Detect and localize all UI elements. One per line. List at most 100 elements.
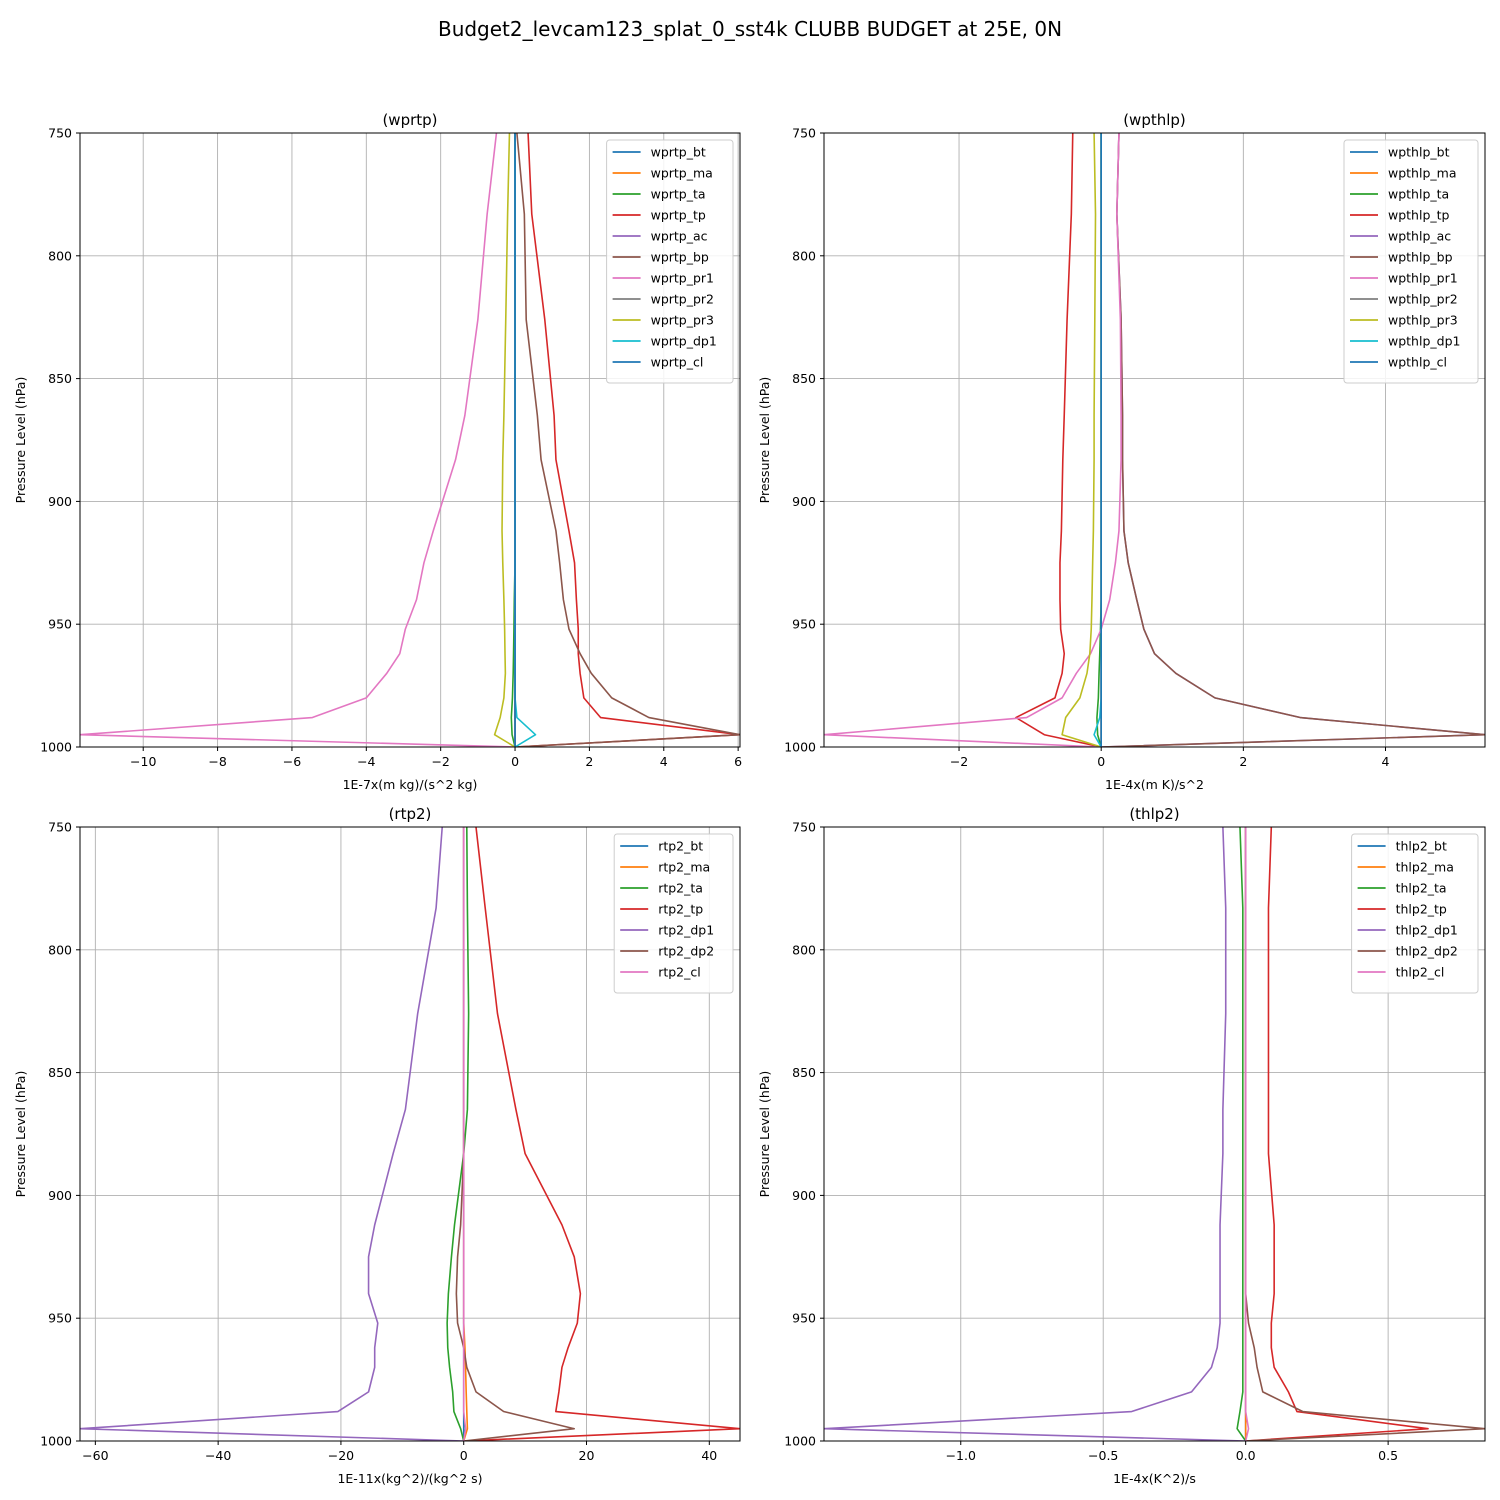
- chart-1-ytick-label: 750: [792, 126, 816, 141]
- chart-1-xtick-label: 2: [1239, 754, 1247, 769]
- chart-2-xtick-label: −40: [205, 1448, 231, 1463]
- chart-0-ytick-label: 1000: [40, 740, 72, 755]
- chart-2-xtick-label: 20: [579, 1448, 595, 1463]
- chart-3-xtick-label: −1.0: [946, 1448, 976, 1463]
- panel-thlp2: −1.0 −0.5 0.0 0.5 750 800 850 900 950 1000 (thlp2)…: [757, 805, 1486, 1486]
- legend-entry-wprtp-dp1: wprtp_dp1: [651, 334, 717, 349]
- panel-rtp2: −60 −40 −20 0 20 40 750 800 850 900 950 1000 (rtp2) 1…: [13, 805, 741, 1486]
- chart-1-ytick-label: 800: [792, 248, 816, 263]
- legend-entry-rtp2-tp: rtp2_tp: [658, 902, 703, 917]
- chart-3-ytick-label: 750: [792, 820, 816, 835]
- legend-entry-thlp2-bt: thlp2_bt: [1396, 839, 1447, 854]
- chart-1-ytick-label: 850: [792, 371, 816, 386]
- legend-entry-wprtp-bt: wprtp_bt: [651, 145, 706, 160]
- chart-3-ytick-label: 950: [792, 1311, 816, 1326]
- series-line-thlp2-cl: [1244, 827, 1250, 1441]
- series-line-rtp2-dp1: [80, 827, 464, 1441]
- chart-0-xtick-label: 4: [660, 754, 668, 769]
- legend-entry-wpthlp-ma: wpthlp_ma: [1388, 166, 1456, 181]
- chart-0-xtick-label: −8: [208, 754, 226, 769]
- chart-0-xtick-label: −4: [357, 754, 375, 769]
- chart-0-frame: [79, 132, 741, 748]
- legend-entry-wprtp-cl: wprtp_cl: [651, 355, 704, 370]
- chart-3-ytick-label: 1000: [784, 1434, 816, 1449]
- chart-2-ytick-label: 900: [48, 1188, 72, 1203]
- chart-1-ylabel: Pressure Level (hPa): [757, 377, 772, 504]
- legend-entry-thlp2-cl: thlp2_cl: [1396, 965, 1445, 980]
- chart-2-xtick-label: 40: [701, 1448, 717, 1463]
- series-line-thlp2-dp1: [824, 827, 1246, 1441]
- chart-2-ytick-label: 750: [48, 820, 72, 835]
- chart-2-xtick-label: −60: [82, 1448, 108, 1463]
- legend-entry-rtp2-bt: rtp2_bt: [658, 839, 703, 854]
- legend-entry-wpthlp-bp: wpthlp_bp: [1388, 250, 1453, 265]
- chart-3-frame: [823, 826, 1486, 1442]
- legend-entry-wprtp-ac: wprtp_ac: [651, 229, 708, 244]
- series-line-thlp2-tp: [1245, 827, 1429, 1441]
- legend-entry-wpthlp-pr3: wpthlp_pr3: [1388, 313, 1458, 328]
- chart-2-frame: [79, 826, 741, 1442]
- chart-1-title: (wpthlp): [1123, 111, 1186, 129]
- chart-0-xtick-label: −2: [431, 754, 449, 769]
- legend-entry-rtp2-cl: rtp2_cl: [658, 965, 701, 980]
- legend-entry-wpthlp-cl: wpthlp_cl: [1388, 355, 1447, 370]
- chart-0-legend: wprtp_bt wprtp_ma wprtp_ta wprtp_tp wprtp_ac…: [606, 139, 734, 384]
- chart-1-ytick-label: 950: [792, 617, 816, 632]
- legend-entry-wprtp-pr2: wprtp_pr2: [651, 292, 714, 307]
- chart-0-xtick-label: 0: [511, 754, 519, 769]
- series-line-wpthlp-pr1: [824, 133, 1122, 747]
- chart-2-xtick-label: −20: [328, 1448, 354, 1463]
- legend-entry-wpthlp-pr2: wpthlp_pr2: [1388, 292, 1458, 307]
- chart-3-ytick-label: 850: [792, 1065, 816, 1080]
- legend-entry-wpthlp-tp: wpthlp_tp: [1388, 208, 1450, 223]
- chart-0-xtick-label: 2: [585, 754, 593, 769]
- series-line-rtp2-ta: [446, 827, 470, 1441]
- series-line-wprtp-pr1: [80, 133, 516, 747]
- chart-2-xlabel: 1E-11x(kg^2)/(kg^2 s): [337, 1471, 482, 1486]
- legend-entry-thlp2-ma: thlp2_ma: [1396, 860, 1454, 875]
- legend-entry-wprtp-tp: wprtp_tp: [651, 208, 706, 223]
- chart-0-legend-box: [606, 139, 734, 384]
- chart-0-xlabel: 1E-7x(m kg)/(s^2 kg): [343, 777, 478, 792]
- series-line-wprtp-bp: [514, 133, 740, 747]
- chart-1-series: [824, 133, 1485, 747]
- chart-3-legend-box: [1351, 833, 1479, 994]
- chart-1-ytick-label: 900: [792, 494, 816, 509]
- chart-2-ytick-label: 950: [48, 1311, 72, 1326]
- chart-0-xtick-label: −10: [130, 754, 156, 769]
- legend-entry-wprtp-ma: wprtp_ma: [651, 166, 713, 181]
- chart-0-xtick-label: 6: [734, 754, 742, 769]
- chart-1-legend-box: [1343, 139, 1479, 384]
- chart-0-ytick-label: 850: [48, 371, 72, 386]
- series-line-rtp2-tp: [463, 827, 740, 1441]
- chart-2-legend: rtp2_bt rtp2_ma rtp2_ta rtp2_tp rtp2_dp1 rtp2…: [613, 833, 734, 994]
- legend-entry-wprtp-bp: wprtp_bp: [651, 250, 709, 265]
- legend-entry-rtp2-dp2: rtp2_dp2: [658, 944, 714, 959]
- chart-0-ytick-label: 800: [48, 248, 72, 263]
- chart-2-ylabel: Pressure Level (hPa): [13, 1071, 28, 1198]
- legend-entry-thlp2-dp2: thlp2_dp2: [1396, 944, 1458, 959]
- chart-1-ytick-label: 1000: [784, 740, 816, 755]
- chart-2-xtick-label: 0: [460, 1448, 468, 1463]
- series-line-wpthlp-pr3: [1061, 133, 1102, 747]
- chart-3-series: [824, 827, 1485, 1441]
- legend-entry-wprtp-ta: wprtp_ta: [651, 187, 706, 202]
- legend-entry-thlp2-ta: thlp2_ta: [1396, 881, 1447, 896]
- series-line-rtp2-dp2: [455, 827, 576, 1441]
- chart-0-title: (wprtp): [382, 111, 437, 129]
- chart-2-legend-box: [613, 833, 734, 994]
- legend-entry-thlp2-tp: thlp2_tp: [1396, 902, 1447, 917]
- panel-wprtp: −10 −8 −6 −4 −2 0 2 4 6 750 800 850 900 950 1000 (wprtp…: [13, 111, 742, 792]
- chart-3-ylabel: Pressure Level (hPa): [757, 1071, 772, 1198]
- chart-1-xtick-label: 0: [1097, 754, 1105, 769]
- panel-wpthlp: −2 0 2 4 750 800 850 900 950 1000 (wpthlp) 1E-4x(m …: [757, 111, 1486, 792]
- series-line-wprtp-tp: [514, 133, 740, 747]
- chart-0-series: [80, 133, 740, 747]
- chart-0-ylabel: Pressure Level (hPa): [13, 377, 28, 504]
- chart-3-ytick-label: 900: [792, 1188, 816, 1203]
- series-line-rtp2-cl: [462, 827, 467, 1441]
- series-line-wpthlp-tp: [1015, 133, 1102, 747]
- chart-3-ytick-label: 800: [792, 942, 816, 957]
- chart-3-xtick-label: −0.5: [1088, 1448, 1118, 1463]
